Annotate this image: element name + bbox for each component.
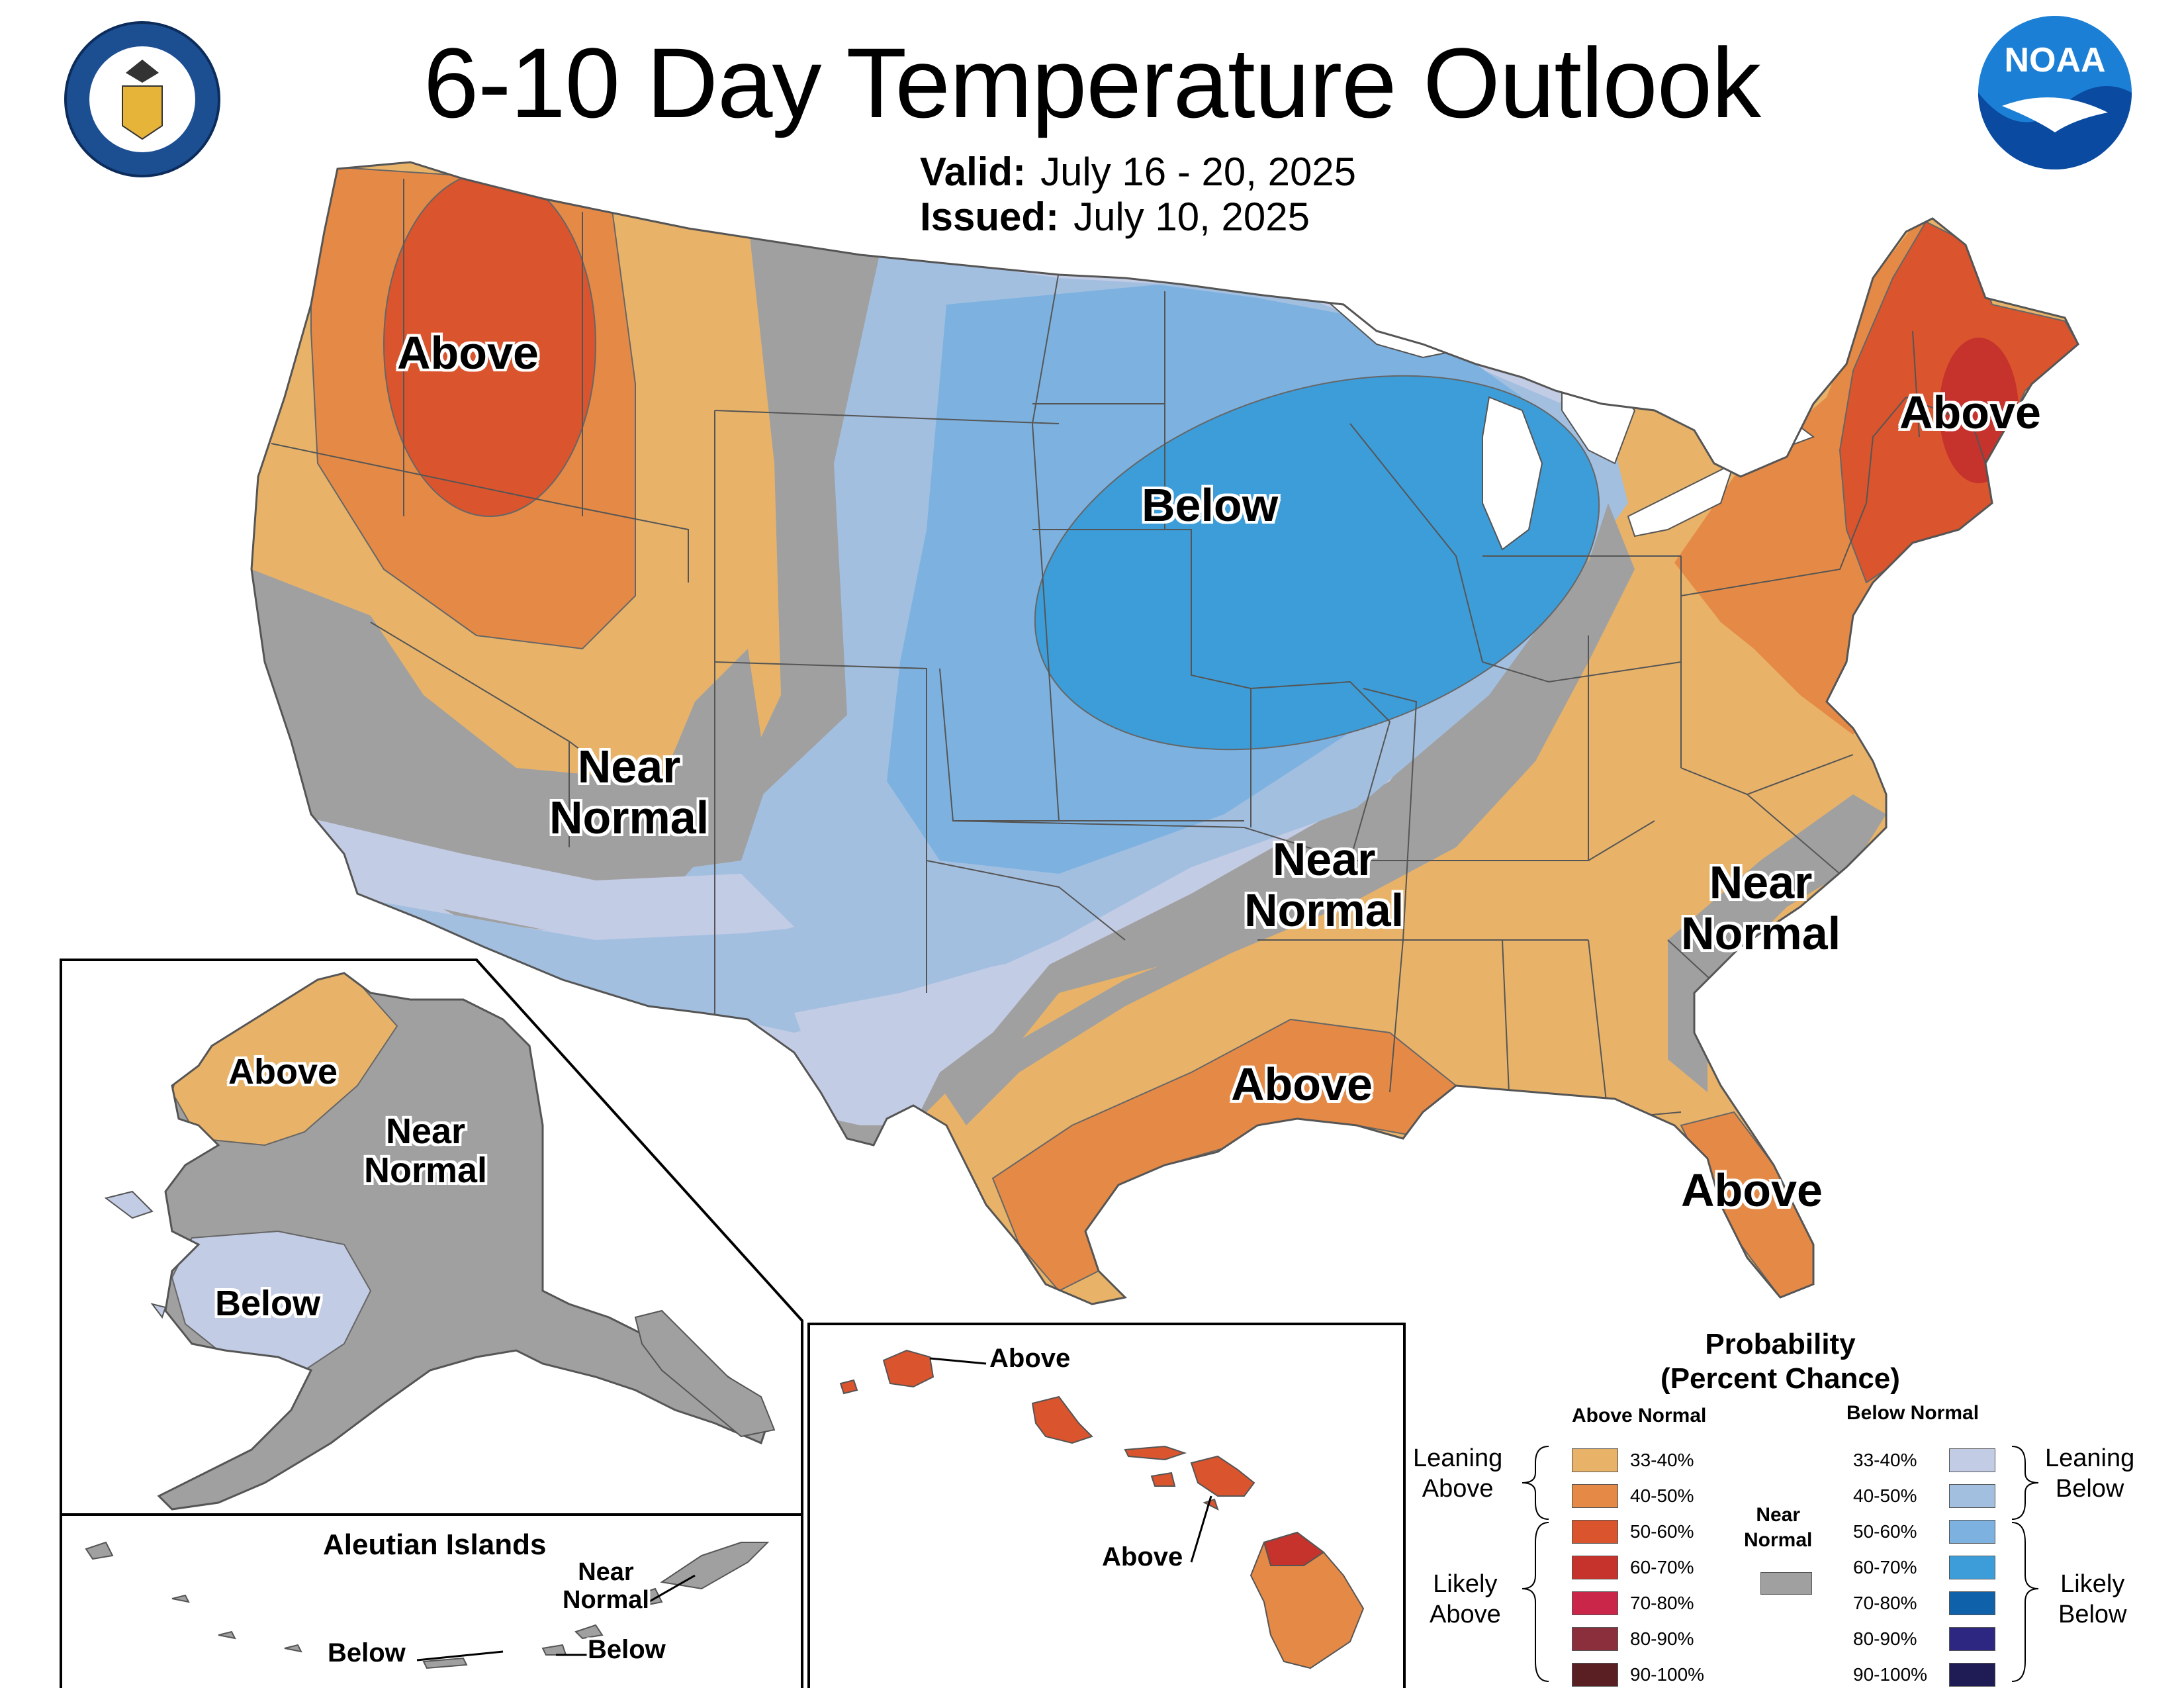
label-ne-above: Above: [1899, 387, 2041, 438]
page-title: 6-10 Day Temperature Outlook: [423, 27, 1761, 138]
legend-likely-above: Likely Above: [1430, 1570, 1501, 1628]
legend-above-header: Above Normal: [1572, 1405, 1707, 1427]
aleutian-title: Aleutian Islands: [323, 1528, 547, 1561]
swatch-above-4: [1572, 1591, 1618, 1615]
swatch-above-0: [1572, 1448, 1618, 1472]
legend-below-header: Below Normal: [1846, 1402, 1979, 1424]
label-ak-below: Below: [215, 1284, 321, 1323]
legend-above-range-0: 33-40%: [1630, 1450, 1694, 1470]
legend-near-normal: Near Normal: [1744, 1504, 1813, 1551]
legend-above-range-4: 70-80%: [1630, 1593, 1694, 1613]
hawaii-inset-frame: [807, 1323, 1406, 1688]
label-nw-above: Above: [397, 327, 539, 379]
label-florida-above: Above: [1681, 1164, 1823, 1216]
swatch-below-0: [1949, 1448, 1995, 1472]
legend-leaning-above: Leaning Above: [1413, 1444, 1503, 1503]
legend-above-range-5: 80-90%: [1630, 1628, 1694, 1649]
label-central-near-normal: Near Normal: [1244, 833, 1404, 936]
noaa-logo: NOAA: [1976, 13, 2134, 172]
swatch-near-normal: [1760, 1572, 1812, 1595]
swatch-below-2: [1949, 1520, 1995, 1544]
swatch-above-6: [1572, 1663, 1618, 1687]
legend-above-range-3: 60-70%: [1630, 1557, 1694, 1577]
legend-above-range-2: 50-60%: [1630, 1521, 1694, 1542]
swatch-below-4: [1949, 1591, 1995, 1615]
swatch-above-2: [1572, 1520, 1618, 1544]
legend-below-range-0: 33-40%: [1853, 1450, 1917, 1470]
label-gulf-above: Above: [1231, 1058, 1373, 1110]
label-west-near-normal: Near Normal: [549, 741, 709, 843]
legend-likely-below: Likely Below: [2058, 1570, 2127, 1628]
swatch-below-1: [1949, 1484, 1995, 1508]
legend-leaning-below: Leaning Below: [2045, 1444, 2135, 1503]
legend-below-range-1: 40-50%: [1853, 1485, 1917, 1506]
aleutian-islands: [85, 1541, 770, 1669]
swatch-below-3: [1949, 1556, 1995, 1579]
legend-above-range-1: 40-50%: [1630, 1485, 1694, 1506]
label-hi-above-bottom: Above: [1102, 1542, 1183, 1571]
legend-below-range-5: 80-90%: [1853, 1628, 1917, 1649]
swatch-above-3: [1572, 1556, 1618, 1579]
doc-seal: [63, 20, 222, 179]
alaska-inset-frame: [60, 959, 803, 1688]
swatch-above-5: [1572, 1627, 1618, 1651]
legend-below-range-6: 90-100%: [1853, 1664, 1928, 1685]
state-borders: [271, 179, 1986, 1120]
label-midwest-below: Below: [1142, 479, 1279, 531]
legend-below-range-4: 70-80%: [1853, 1593, 1917, 1613]
label-aleutian-below-west: Below: [328, 1638, 406, 1667]
label-aleutian-near-normal: Near Normal: [563, 1558, 649, 1614]
label-se-near-normal: Near Normal: [1681, 857, 1841, 959]
swatch-below-5: [1949, 1627, 1995, 1651]
legend-below-range-3: 60-70%: [1853, 1557, 1917, 1577]
valid-dates: Valid: July 16 - 20, 2025: [920, 150, 1357, 194]
swatch-below-6: [1949, 1663, 1995, 1687]
swatch-above-1: [1572, 1484, 1618, 1508]
label-ak-near-normal: Near Normal: [364, 1111, 488, 1191]
label-hi-above-top: Above: [989, 1344, 1071, 1373]
legend-below-range-2: 50-60%: [1853, 1521, 1917, 1542]
label-aleutian-below-east: Below: [588, 1635, 666, 1664]
legend-above-range-6: 90-100%: [1630, 1664, 1705, 1685]
svg-text:NOAA: NOAA: [2004, 41, 2105, 79]
issued-date: Issued: July 10, 2025: [920, 195, 1310, 239]
label-ak-above: Above: [228, 1052, 338, 1092]
hawaii-islands: [839, 1349, 1365, 1669]
legend-title: Probability (Percent Chance): [1661, 1328, 1900, 1395]
